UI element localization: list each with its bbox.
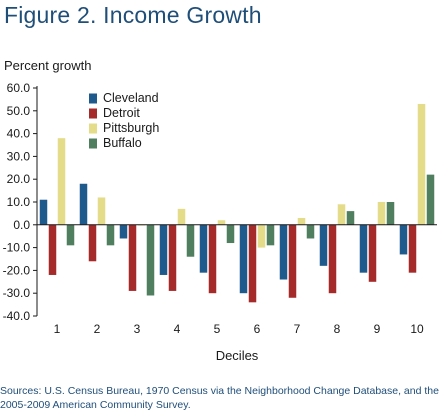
y-tick-label: -30.0 (3, 286, 31, 300)
legend-swatch-pittsburgh (89, 123, 97, 134)
bar-detroit-decile-10 (408, 224, 417, 273)
bar-cleveland-decile-4 (159, 224, 168, 275)
x-tick-label: 2 (94, 322, 101, 336)
source-note: Sources: U.S. Census Bureau, 1970 Census… (0, 385, 439, 411)
bar-cleveland-decile-5 (199, 224, 208, 273)
x-tick-label: 4 (174, 322, 181, 336)
bar-cleveland-decile-8 (319, 224, 328, 266)
bar-buffalo-decile-3 (146, 224, 155, 296)
bar-cleveland-decile-1 (39, 199, 48, 225)
legend-swatch-cleveland (89, 93, 97, 104)
bar-buffalo-decile-5 (226, 224, 235, 244)
bar-detroit-decile-6 (248, 224, 257, 303)
bar-buffalo-decile-10 (426, 174, 435, 225)
bar-detroit-decile-9 (368, 224, 377, 282)
x-tick-label: 10 (410, 322, 424, 336)
bar-pittsburgh-decile-8 (337, 204, 346, 225)
bar-pittsburgh-decile-1 (57, 138, 66, 225)
bar-pittsburgh-decile-7 (297, 217, 306, 225)
y-tick-label: -20.0 (3, 263, 31, 277)
bar-detroit-decile-4 (168, 224, 177, 291)
bar-cleveland-decile-3 (119, 224, 128, 239)
bar-cleveland-decile-9 (359, 224, 368, 273)
bar-pittsburgh-decile-5 (217, 220, 226, 225)
bar-buffalo-decile-7 (306, 224, 315, 239)
bar-buffalo-decile-9 (386, 202, 395, 225)
legend-swatch-detroit (89, 108, 97, 119)
bar-pittsburgh-decile-9 (377, 202, 386, 225)
x-tick-label: 3 (134, 322, 141, 336)
bar-detroit-decile-8 (328, 224, 337, 294)
x-tick-label: 1 (54, 322, 61, 336)
y-tick-label: 30.0 (7, 149, 31, 163)
bar-detroit-decile-5 (208, 224, 217, 294)
bar-pittsburgh-decile-2 (97, 197, 106, 225)
bar-detroit-decile-3 (128, 224, 137, 291)
bar-detroit-decile-7 (288, 224, 297, 298)
bar-detroit-decile-1 (48, 224, 57, 275)
y-tick-label: 50.0 (7, 104, 31, 118)
x-tick-label: 8 (334, 322, 341, 336)
bar-pittsburgh-decile-4 (177, 208, 186, 225)
legend-label-pittsburgh: Pittsburgh (103, 121, 159, 135)
bar-buffalo-decile-4 (186, 224, 195, 257)
y-tick-label: 40.0 (7, 127, 31, 141)
bar-cleveland-decile-2 (79, 183, 88, 225)
legend-swatch-buffalo (89, 138, 97, 149)
x-tick-label: 6 (254, 322, 261, 336)
bar-pittsburgh-decile-10 (417, 103, 426, 225)
bar-buffalo-decile-6 (266, 224, 275, 246)
bar-detroit-decile-2 (88, 224, 97, 262)
y-tick-label: -10.0 (3, 241, 31, 255)
bar-pittsburgh-decile-6 (257, 224, 266, 248)
legend-label-detroit: Detroit (103, 106, 140, 120)
bar-cleveland-decile-10 (399, 224, 408, 255)
x-axis-title: Deciles (216, 348, 259, 363)
bar-cleveland-decile-7 (279, 224, 288, 280)
legend-label-buffalo: Buffalo (103, 136, 142, 150)
y-axis-title: Percent growth (4, 58, 92, 73)
x-tick-label: 5 (214, 322, 221, 336)
bar-buffalo-decile-1 (66, 224, 75, 246)
bar-buffalo-decile-8 (346, 211, 355, 225)
bar-cleveland-decile-6 (239, 224, 248, 294)
x-tick-label: 9 (374, 322, 381, 336)
bar-buffalo-decile-2 (106, 224, 115, 246)
figure-title: Figure 2. Income Growth (4, 2, 262, 28)
y-tick-label: 60.0 (7, 81, 31, 95)
y-tick-label: -40.0 (3, 309, 31, 323)
legend-label-cleveland: Cleveland (103, 91, 159, 105)
y-tick-label: 10.0 (7, 195, 31, 209)
y-tick-label: 0.0 (13, 218, 30, 232)
x-tick-label: 7 (294, 322, 301, 336)
y-tick-label: 20.0 (7, 172, 31, 186)
